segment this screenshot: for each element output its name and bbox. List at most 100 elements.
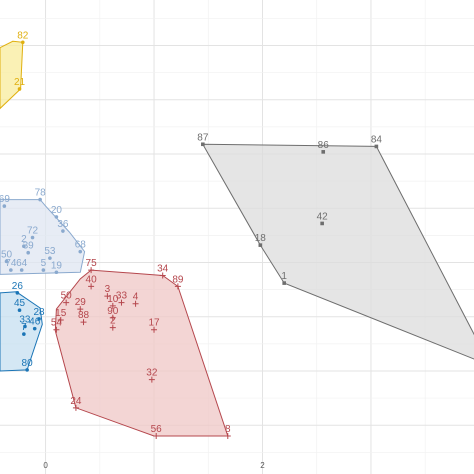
cluster-hull-1 xyxy=(0,40,24,110)
data-point-marker xyxy=(201,142,205,147)
data-point-label: 2 xyxy=(110,316,116,327)
data-point-label: 33 xyxy=(116,291,128,302)
cluster-hulls xyxy=(0,40,474,437)
data-point-marker xyxy=(41,268,46,272)
data-point-label: 54 xyxy=(51,318,63,329)
data-point-label: 50 xyxy=(1,249,13,260)
data-point-label: 90 xyxy=(107,306,119,317)
data-point-label: 68 xyxy=(75,240,87,251)
data-point-label: 29 xyxy=(75,297,87,308)
data-point-marker xyxy=(26,250,31,255)
data-point-label: 64 xyxy=(16,258,28,269)
data-point-marker xyxy=(37,317,41,321)
data-point-marker xyxy=(77,306,84,313)
data-point-marker xyxy=(17,308,22,313)
data-point-marker xyxy=(9,268,13,272)
data-point-label: 69 xyxy=(0,194,10,205)
data-point-marker xyxy=(61,229,65,233)
data-point-label: 78 xyxy=(35,188,47,199)
data-point-marker xyxy=(78,249,83,254)
cluster-hull-4 xyxy=(54,269,229,437)
data-point-label: 84 xyxy=(371,134,383,145)
data-point-label: 28 xyxy=(33,307,45,318)
data-point-label: 87 xyxy=(197,132,209,143)
data-point-label: 80 xyxy=(22,358,34,369)
data-point-marker xyxy=(151,326,158,333)
data-point-marker xyxy=(22,332,26,336)
data-point-marker xyxy=(48,256,52,260)
data-point-marker xyxy=(57,316,64,323)
data-point-marker xyxy=(88,267,95,274)
data-point-marker xyxy=(4,259,9,264)
data-point-label: 56 xyxy=(151,424,163,435)
data-point-label: 21 xyxy=(14,77,26,88)
data-point-label: 10 xyxy=(107,294,119,305)
data-point-marker xyxy=(15,291,20,295)
data-point-label: 17 xyxy=(148,318,160,329)
data-point-label: 72 xyxy=(27,226,39,237)
data-point-label: 39 xyxy=(23,241,35,252)
data-point-marker xyxy=(374,144,379,149)
data-point-label: 5 xyxy=(41,258,47,269)
data-point-label: 86 xyxy=(318,140,330,151)
data-point-label: 53 xyxy=(44,246,56,257)
data-point-label: 20 xyxy=(51,205,63,216)
data-point-label: 19 xyxy=(51,260,63,271)
data-point-label: 42 xyxy=(317,211,329,222)
data-point-marker xyxy=(72,404,79,411)
data-point-marker xyxy=(109,314,116,321)
data-point-marker xyxy=(22,244,26,249)
data-point-marker xyxy=(20,40,25,45)
data-point-label: 46 xyxy=(29,317,41,328)
data-point-label: 8 xyxy=(225,424,231,435)
data-point-marker xyxy=(30,235,35,240)
data-point-marker xyxy=(2,204,7,208)
data-point-marker xyxy=(80,319,87,326)
data-point-marker xyxy=(132,300,139,307)
data-point-marker xyxy=(25,368,29,372)
data-point-marker xyxy=(153,433,160,440)
data-point-marker xyxy=(54,270,59,275)
data-point-marker xyxy=(23,324,27,329)
data-point-label: 1 xyxy=(281,271,287,282)
data-point-label: 15 xyxy=(55,308,67,319)
data-point-label: 82 xyxy=(17,30,29,41)
data-point-label: 24 xyxy=(70,396,82,407)
data-point-marker xyxy=(38,197,42,202)
data-point-marker xyxy=(63,299,70,306)
x-tick-label: 2 xyxy=(260,461,265,470)
data-point-marker xyxy=(53,326,60,333)
data-point-label: 88 xyxy=(78,310,90,321)
data-point-marker xyxy=(258,243,263,247)
data-point-marker xyxy=(174,283,181,290)
data-point-label: 4 xyxy=(133,292,139,303)
data-point-marker xyxy=(109,302,116,309)
data-point-label: 3 xyxy=(105,284,111,295)
data-point-marker xyxy=(88,283,95,290)
data-point-marker xyxy=(54,215,59,219)
data-point-label: 74 xyxy=(5,258,17,269)
data-point-marker xyxy=(32,326,37,331)
data-point-label: 7 xyxy=(21,322,27,333)
data-point-marker xyxy=(19,268,24,272)
data-point-label: 18 xyxy=(255,233,267,244)
data-point-marker xyxy=(321,150,326,154)
data-point-label: 36 xyxy=(57,219,69,230)
data-point-label: 75 xyxy=(86,258,98,269)
data-point-marker xyxy=(320,221,324,226)
data-point-label: 26 xyxy=(12,281,24,292)
data-point-marker xyxy=(159,272,166,279)
data-point-label: 40 xyxy=(86,274,98,285)
data-point-marker xyxy=(104,293,111,300)
data-point-marker xyxy=(118,299,125,306)
data-point-label: 50 xyxy=(61,291,73,302)
x-tick-label: 0 xyxy=(43,461,48,470)
data-point-label: 34 xyxy=(157,264,169,275)
data-point-marker xyxy=(282,281,286,285)
data-point-label: 89 xyxy=(172,274,184,285)
data-point-label: 45 xyxy=(14,298,26,309)
data-point-label: 33 xyxy=(19,314,31,325)
